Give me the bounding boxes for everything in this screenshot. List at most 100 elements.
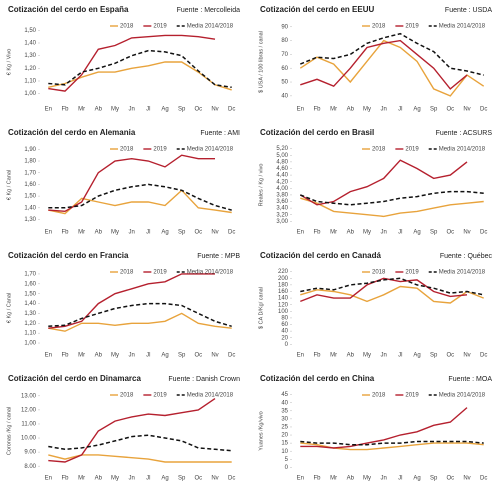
legend-label: Media 2014/2018	[187, 270, 234, 276]
y-tick-label: 1,70	[24, 170, 36, 176]
y-axis-label: € Kg / Canal	[6, 293, 12, 323]
series-line	[300, 440, 484, 446]
x-tick-label: Jl	[146, 353, 150, 359]
legend-label: 2019	[405, 147, 419, 153]
y-tick-label: 160	[278, 289, 289, 295]
series-line	[300, 197, 484, 218]
series-line	[300, 39, 468, 90]
y-tick-label: 80	[281, 315, 288, 321]
x-tick-label: Dc	[480, 476, 487, 482]
x-tick-label: Nv	[211, 353, 218, 359]
y-tick-label: 60	[281, 66, 288, 72]
x-tick-label: Dc	[480, 353, 487, 359]
x-tick-label: Ag	[161, 230, 168, 236]
x-tick-label: Jn	[380, 230, 386, 236]
y-tick-label: 10.00	[21, 436, 37, 442]
y-tick-label: 40	[281, 400, 288, 406]
y-tick-label: 180	[278, 282, 289, 288]
y-tick-label: 4,20	[276, 179, 288, 185]
chart-title: Cotización del cerdo en EEUU	[260, 5, 374, 14]
chart-source: Fuente : MOA	[448, 376, 492, 383]
x-tick-label: Nv	[211, 476, 218, 482]
y-tick-label: 3,40	[276, 206, 288, 212]
x-tick-label: Jn	[380, 107, 386, 113]
chart-source: Fuente : Danish Crown	[168, 376, 240, 383]
x-tick-label: Mr	[78, 353, 85, 359]
x-tick-label: Dc	[480, 230, 487, 236]
legend-label: Media 2014/2018	[187, 393, 234, 399]
series-line	[299, 159, 468, 206]
y-tick-label: 5,00	[276, 153, 288, 159]
y-tick-label: 1,50	[24, 194, 36, 200]
y-tick-label: 15	[281, 441, 288, 447]
y-tick-label: 40	[281, 93, 288, 99]
series-line	[48, 398, 216, 463]
chart-title: Cotización del cerdo en Alemania	[8, 128, 136, 137]
series-line	[48, 189, 232, 215]
series-line	[48, 183, 232, 211]
y-axis-label: $ CA D/Kg/ canal	[258, 287, 264, 329]
x-tick-label: Fb	[61, 476, 69, 482]
x-tick-label: Sp	[178, 107, 186, 113]
y-tick-label: 1,50	[24, 291, 36, 297]
x-tick-label: My	[363, 107, 371, 113]
legend-label: Media 2014/2018	[439, 147, 486, 153]
y-tick-label: 3,20	[276, 212, 288, 218]
chart-panel: Cotización del cerdo en Canadá Fuente : Q…	[258, 251, 492, 358]
y-tick-label: 1,80	[24, 159, 36, 165]
y-axis-label: Coronas /Kg / canal	[6, 407, 12, 455]
x-tick-label: Oc	[194, 107, 202, 113]
x-tick-label: Ag	[161, 476, 168, 482]
x-tick-label: Dc	[228, 230, 235, 236]
chart-source: Fuente : AMI	[200, 130, 240, 137]
y-axis-label: Reales / Kg / vivo	[258, 164, 264, 207]
x-tick-label: Sp	[430, 107, 438, 113]
x-tick-label: Jn	[128, 107, 134, 113]
y-tick-label: 13.00	[21, 393, 37, 399]
legend-label: 2018	[120, 270, 134, 276]
y-tick-label: 1,50	[24, 28, 36, 34]
y-tick-label: 11.00	[21, 422, 36, 428]
legend-label: 2018	[372, 270, 386, 276]
legend-label: 2019	[405, 24, 419, 30]
x-tick-label: En	[297, 107, 304, 113]
legend-label: 2018	[372, 24, 386, 30]
x-tick-label: Sp	[430, 476, 438, 482]
x-tick-label: My	[363, 476, 371, 482]
x-tick-label: En	[45, 476, 52, 482]
y-axis-label: Yuanes /Kg/vivo	[258, 411, 264, 450]
x-tick-label: Nv	[211, 230, 218, 236]
chart-title: Cotización del cerdo en Francia	[8, 251, 129, 260]
chart-source: Fuente : MPB	[197, 253, 240, 260]
x-tick-label: Jn	[128, 230, 134, 236]
y-tick-label: 1,10	[24, 79, 36, 85]
chart-title: Cotización del cerdo en China	[260, 374, 375, 383]
y-tick-label: 25	[281, 425, 288, 431]
x-tick-label: Dc	[480, 107, 487, 113]
x-tick-label: Sp	[178, 230, 186, 236]
legend-label: 2019	[405, 270, 419, 276]
chart-panel: Cotización del cerdo en China Fuente : MO…	[258, 374, 492, 481]
x-tick-label: Nv	[211, 107, 218, 113]
series-line	[300, 277, 484, 296]
y-tick-label: 45	[281, 392, 288, 398]
y-tick-label: 4,40	[276, 173, 288, 179]
series-line	[48, 273, 215, 329]
x-tick-label: Jl	[398, 107, 402, 113]
y-tick-label: 200	[278, 276, 289, 282]
x-tick-label: En	[297, 476, 304, 482]
series-line	[300, 277, 468, 303]
x-tick-label: En	[45, 230, 52, 236]
x-tick-label: Mr	[330, 230, 337, 236]
x-tick-label: Dc	[228, 476, 235, 482]
chart-source: Fuente : USDA	[445, 7, 492, 14]
x-tick-label: Ab	[347, 476, 355, 482]
y-tick-label: 1,10	[24, 331, 36, 337]
y-axis-label: $ USA / 100 libras / canal	[258, 31, 264, 93]
x-tick-label: Oc	[446, 353, 454, 359]
y-tick-label: 20	[281, 433, 288, 439]
legend-label: Media 2014/2018	[187, 147, 234, 153]
x-tick-label: Jl	[146, 476, 150, 482]
chart-panel: Cotización del cerdo en EEUU Fuente : USD…	[258, 5, 492, 112]
